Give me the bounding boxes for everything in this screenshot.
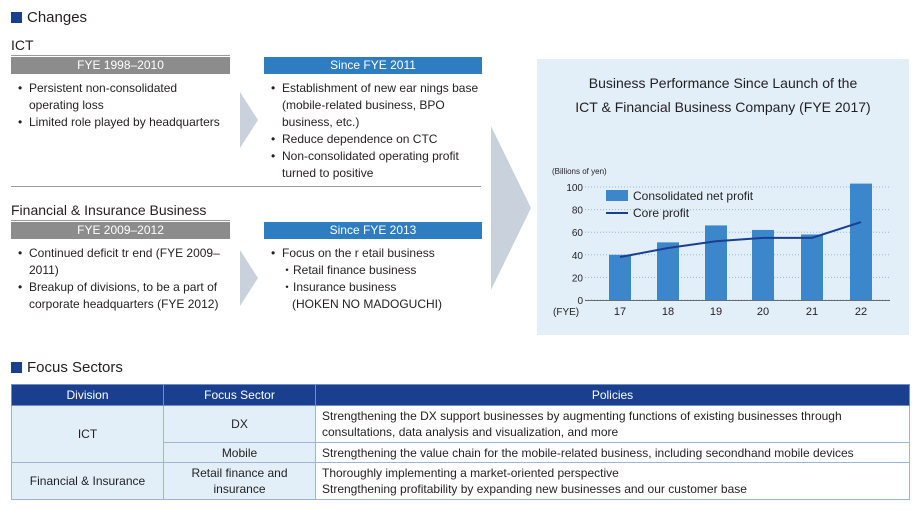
division-financial-insurance: Financial & Insurance xyxy=(11,462,164,500)
list-item: Non-consolidated operating profit turned… xyxy=(270,148,480,182)
bar-22 xyxy=(850,183,872,300)
x-tick-label: 20 xyxy=(757,306,769,318)
section-marker-icon xyxy=(11,362,22,373)
core-profit-line xyxy=(619,221,862,259)
bar-17 xyxy=(609,254,631,300)
header-focus-sector: Focus Sector xyxy=(163,384,316,406)
legend-line-label: Core profit xyxy=(633,206,690,220)
bar-21 xyxy=(801,234,823,300)
chart-panel: Business Performance Since Launch of the… xyxy=(537,59,909,335)
chart-title-line1: Business Performance Since Launch of the xyxy=(588,75,858,91)
bar-20 xyxy=(752,229,774,300)
bar-18 xyxy=(657,242,679,300)
fin-past-label: FYE 2009–2012 xyxy=(11,222,230,239)
sector-mobile: Mobile xyxy=(163,442,316,463)
fin-since-sub-3: (HOKEN NO MADOGUCHI) xyxy=(292,297,442,311)
fin-since-list: Focus on the r etail business xyxy=(270,245,480,262)
focus-table: Division Focus Sector Policies ICT DX St… xyxy=(11,384,910,500)
list-item: Breakup of divisions, to be a part of co… xyxy=(17,279,229,313)
arrow-right-icon xyxy=(240,92,258,148)
x-axis-label: (FYE) xyxy=(553,307,579,318)
x-tick-label: 22 xyxy=(855,306,867,318)
list-item: Continued deficit tr end (FYE 2009–2011) xyxy=(17,245,229,279)
legend-bar-label: Consolidated net profit xyxy=(633,189,754,203)
policy-mobile: Strengthening the value chain for the mo… xyxy=(315,442,910,463)
focus-section-title: Focus Sectors xyxy=(11,359,123,376)
x-tick-label: 17 xyxy=(614,306,626,318)
y-axis-unit-label: (Billions of yen) xyxy=(552,167,607,176)
policy-retail-line1: Thoroughly implementing a market-oriente… xyxy=(322,466,619,480)
section-marker-icon xyxy=(11,12,22,23)
ict-past-list: Persistent non-consolidated operating lo… xyxy=(17,80,229,131)
policy-retail: Thoroughly implementing a market-oriente… xyxy=(315,462,910,500)
y-tick-label: 0 xyxy=(577,296,583,307)
y-tick-label: 80 xyxy=(572,206,584,217)
sector-dx: DX xyxy=(163,405,316,443)
table-row: Financial & Insurance Retail finance and… xyxy=(11,462,910,500)
focus-title-text: Focus Sectors xyxy=(27,359,123,376)
table-header-row: Division Focus Sector Policies xyxy=(11,384,910,406)
sector-retail: Retail finance and insurance xyxy=(163,462,316,500)
ict-heading: ICT xyxy=(11,37,34,53)
ict-divider xyxy=(11,55,230,56)
ict-since-list: Establishment of new ear nings base (mob… xyxy=(270,80,480,182)
legend-bar-swatch xyxy=(606,190,628,201)
fin-since-sub-1: ・Retail finance business xyxy=(281,263,417,277)
x-tick-label: 19 xyxy=(710,306,722,318)
policy-retail-line2: Strengthening profitability by expanding… xyxy=(322,482,747,496)
changes-title-text: Changes xyxy=(27,9,88,26)
list-item: Reduce dependence on CTC xyxy=(270,131,480,148)
arrow-right-icon xyxy=(240,250,258,306)
policy-dx: Strengthening the DX support businesses … xyxy=(315,405,910,443)
y-tick-label: 100 xyxy=(566,183,583,194)
group-divider xyxy=(11,186,481,187)
x-tick-label: 21 xyxy=(806,306,818,318)
changes-section-title: Changes xyxy=(11,9,87,26)
fin-since-sub-2: ・Insurance business xyxy=(281,280,397,294)
bar-19 xyxy=(705,225,727,300)
ict-since-label: Since FYE 2011 xyxy=(264,57,482,74)
fin-heading: Financial & Insurance Business xyxy=(11,202,207,218)
fin-since-label: Since FYE 2013 xyxy=(264,222,482,239)
header-division: Division xyxy=(11,384,164,406)
list-item: Establishment of new ear nings base (mob… xyxy=(270,80,480,131)
list-item: Focus on the r etail business xyxy=(270,245,480,262)
division-ict: ICT xyxy=(11,405,164,463)
chart-title-line2: ICT & Financial Business Company (FYE 20… xyxy=(575,99,871,115)
chart-svg: 100 80 60 40 20 0 (Billions of yen) 17 18 19 20 21 2… xyxy=(552,167,890,318)
table-row: ICT DX Strengthening the DX support busi… xyxy=(11,405,910,463)
fin-divider xyxy=(11,220,230,221)
list-item: Limited role played by headquarters xyxy=(17,114,229,131)
ict-past-label: FYE 1998–2010 xyxy=(11,57,230,74)
y-tick-label: 20 xyxy=(572,273,584,284)
y-tick-label: 40 xyxy=(572,251,584,262)
arrow-right-large-icon xyxy=(491,126,531,290)
x-tick-label: 18 xyxy=(662,306,674,318)
y-tick-label: 60 xyxy=(572,228,584,239)
list-item: Persistent non-consolidated operating lo… xyxy=(17,80,229,114)
header-policies: Policies xyxy=(315,384,910,406)
fin-past-list: Continued deficit tr end (FYE 2009–2011)… xyxy=(17,245,229,313)
